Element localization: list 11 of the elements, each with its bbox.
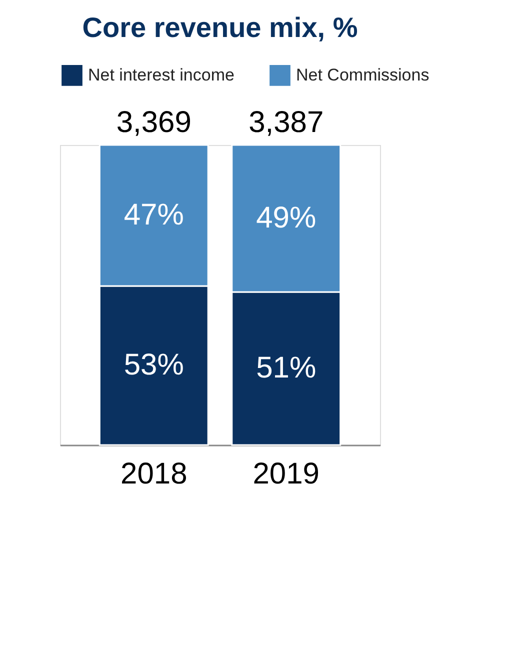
x-tick-label: 2018 — [120, 458, 188, 490]
legend-label: Net interest income — [88, 65, 234, 84]
data-label: 51% — [256, 352, 316, 384]
data-label: 53% — [124, 348, 184, 382]
x-tick-label: 2019 — [252, 458, 320, 490]
data-label: 49% — [256, 202, 316, 234]
legend-label: Net Commissions — [296, 65, 430, 84]
annotation: 3,387 — [248, 106, 324, 139]
chart-title: Core revenue mix, % — [82, 12, 358, 43]
annotation: 3,369 — [116, 106, 192, 139]
data-label: 47% — [124, 198, 184, 232]
